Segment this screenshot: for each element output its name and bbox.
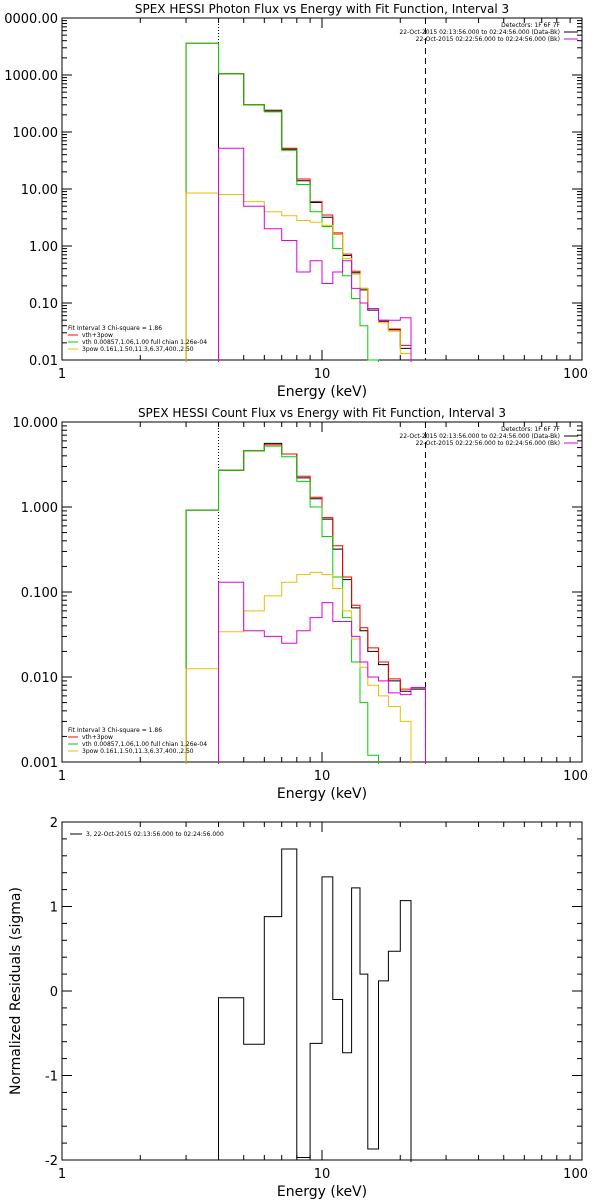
plot-frame bbox=[61, 421, 583, 763]
y-tick-label: -2 bbox=[45, 1154, 58, 1169]
legend-top-entry: Detectors: 1F 6F 7F bbox=[501, 426, 560, 433]
legend-top-entry: 22-Oct-2015 02:22:56.000 to 02:24:56.000… bbox=[416, 440, 560, 447]
series-1-histogram bbox=[185, 42, 412, 362]
legend-bottom-entry: Fit Interval 3 Chi-square = 1.86 bbox=[68, 727, 162, 734]
y-tick-label: 1.00 bbox=[29, 240, 58, 255]
y-tick-label: 0 bbox=[50, 985, 58, 1000]
legend-top-entry: Detectors: 1F 6F 7F bbox=[501, 22, 560, 29]
y-tick-label: 0.100 bbox=[21, 586, 58, 601]
x-tick-label: 1 bbox=[58, 1167, 66, 1182]
residuals-panel: 1 10 100 Energy (keV) -2 -1 0 1 2 Normalized Resi… bbox=[8, 816, 588, 1200]
legend-top-entry: 22-Oct-2015 02:13:56.000 to 02:24:56.000… bbox=[399, 433, 560, 440]
y-tick-label: 2 bbox=[50, 816, 58, 831]
legend-bottom-entry: vth 0.00857,1.06,1.00 full chian 1.26e-0… bbox=[82, 339, 207, 346]
legend-bottom-entry: vth+3pow bbox=[82, 332, 113, 339]
y-tick-label: 1000.00 bbox=[4, 69, 58, 84]
legend-bottom-entry: Fit Interval 3 Chi-square = 1.86 bbox=[68, 325, 162, 332]
x-tick-label: 1 bbox=[58, 367, 66, 382]
legend-bottom-entry: vth 0.00857,1.06,1.00 full chian 1.26e-0… bbox=[82, 741, 207, 748]
series-0-histogram bbox=[218, 848, 412, 1162]
series-2-histogram bbox=[185, 445, 379, 764]
x-tick-label: 10 bbox=[314, 1167, 331, 1182]
x-tick-label: 10 bbox=[314, 769, 331, 784]
y-tick-label: 0.10 bbox=[29, 297, 58, 312]
y-tick-label: 1.000 bbox=[21, 501, 58, 516]
y-tick-label: 100.00 bbox=[13, 126, 59, 141]
y-axis-label: Normalized Residuals (sigma) bbox=[8, 887, 24, 1095]
legend-bottom-entry: 3pow 0.161,1.50,11.3,6.37,400.,2.50 bbox=[82, 346, 194, 353]
series-3-histogram bbox=[185, 192, 412, 362]
y-tick-label: 1 bbox=[50, 901, 58, 916]
legend-top-entry: 3, 22-Oct-2015 02:13:56.000 to 02:24:56.… bbox=[86, 831, 224, 838]
x-tick-label: 100 bbox=[563, 769, 588, 784]
chart-title: SPEX HESSI Photon Flux vs Energy with Fi… bbox=[135, 2, 509, 16]
series-2-histogram bbox=[185, 42, 379, 362]
series-4-histogram bbox=[218, 147, 412, 362]
y-tick-label: 0000.00 bbox=[4, 12, 58, 27]
y-tick-label: -1 bbox=[45, 1070, 58, 1085]
legend-top-entry: 22-Oct-2015 02:13:56.000 to 02:24:56.000… bbox=[399, 29, 560, 36]
legend-bottom-entry: vth+3pow bbox=[82, 734, 113, 741]
x-axis-label: Energy (keV) bbox=[277, 786, 367, 802]
x-tick-label: 100 bbox=[563, 1167, 588, 1182]
x-tick-label: 10 bbox=[314, 367, 331, 382]
y-tick-label: 0.01 bbox=[29, 354, 58, 369]
x-tick-label: 100 bbox=[563, 367, 588, 382]
series-1-histogram bbox=[185, 444, 426, 764]
y-tick-label: 10.00 bbox=[21, 183, 58, 198]
series-0-histogram bbox=[185, 442, 426, 764]
series-3-histogram bbox=[185, 571, 412, 764]
legend-bottom-entry: 3pow 0.161,1.50,11.3,6.37,400.,2.50 bbox=[82, 748, 194, 755]
x-axis-label: Energy (keV) bbox=[277, 384, 367, 400]
y-tick-label: 0.010 bbox=[21, 671, 58, 686]
series-0-histogram bbox=[218, 73, 412, 362]
photon-flux-panel: SPEX HESSI Photon Flux vs Energy with Fi… bbox=[4, 2, 588, 400]
x-axis-label: Energy (keV) bbox=[277, 1184, 367, 1200]
y-tick-label: 10.000 bbox=[13, 416, 59, 431]
series-4-histogram bbox=[218, 581, 426, 764]
count-flux-panel: SPEX HESSI Count Flux vs Energy with Fit… bbox=[13, 406, 589, 802]
chart-title: SPEX HESSI Count Flux vs Energy with Fit… bbox=[138, 406, 506, 420]
plot-frame bbox=[61, 17, 583, 361]
y-tick-label: 0.001 bbox=[21, 756, 58, 771]
legend-top-entry: 22-Oct-2015 02:22:56.000 to 02:24:56.000… bbox=[416, 36, 560, 43]
x-tick-label: 1 bbox=[58, 769, 66, 784]
